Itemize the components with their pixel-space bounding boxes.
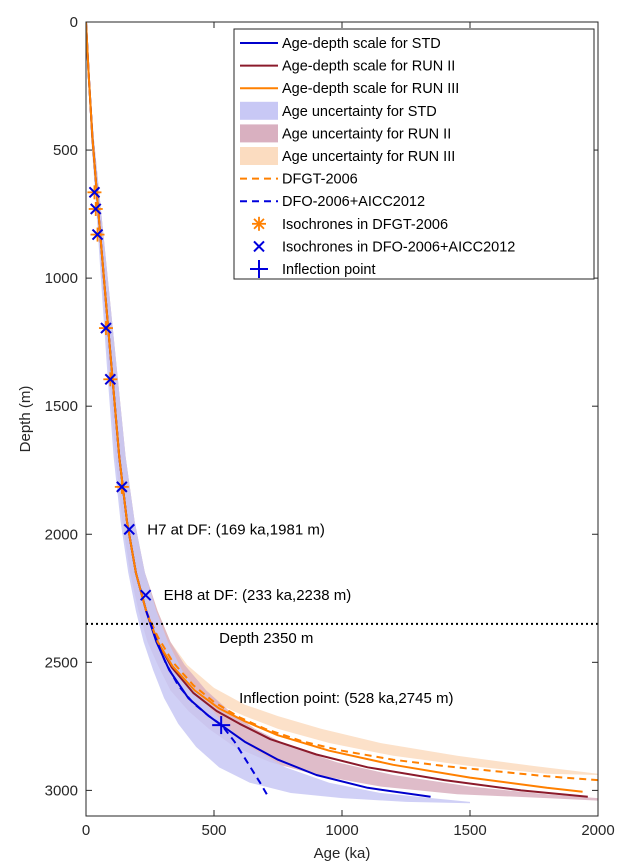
marker-x-0-stroke — [88, 186, 101, 199]
legend-entry-label-5: Age uncertainty for RUN III — [282, 149, 455, 165]
marker-x-4-stroke — [104, 373, 117, 386]
marker-x-2-stroke — [91, 228, 104, 241]
marker-x-4 — [104, 373, 117, 386]
legend-box — [233, 28, 595, 280]
legend-entry-label-9: Isochrones in DFO-2006+AICC2012 — [282, 239, 515, 255]
y-tick-label: 1500 — [45, 398, 78, 415]
y-tick-label: 1000 — [45, 270, 78, 287]
y-tick-label: 0 — [70, 14, 78, 31]
legend-entry-label-2: Age-depth scale for RUN III — [282, 81, 459, 97]
legend-key-band-4 — [240, 124, 278, 143]
marker-x-6 — [123, 523, 135, 536]
legend-key-stroke — [253, 240, 265, 253]
legend-entry-label-8: Isochrones in DFGT-2006 — [282, 217, 448, 233]
legend-entry-label-7: DFO-2006+AICC2012 — [282, 194, 425, 210]
legend-key-marker-8 — [252, 216, 266, 231]
y-tick-label: 500 — [53, 142, 78, 159]
legend-entry-label-4: Age uncertainty for RUN II — [282, 126, 451, 142]
legend-entry-label-0: Age-depth scale for STD — [282, 36, 441, 52]
marker-x-1-stroke — [90, 203, 102, 215]
marker-x-6-stroke — [123, 523, 135, 536]
x-tick-label: 0 — [82, 822, 90, 839]
marker-x-2 — [91, 228, 104, 241]
isochrone-markers — [87, 185, 231, 735]
series-line-6 — [145, 610, 598, 782]
annotation-1: EH8 at DF: (233 ka,2238 m) — [164, 587, 352, 604]
legend-key-stroke — [253, 218, 265, 230]
annotation-0: H7 at DF: (169 ka,1981 m) — [147, 521, 325, 538]
marker-x-3-stroke — [100, 322, 112, 334]
marker-x-5-stroke — [116, 481, 128, 493]
annotation-2: Inflection point: (528 ka,2745 m) — [239, 690, 453, 707]
legend: Age-depth scale for STD Age-depth scale f… — [233, 28, 595, 280]
marker-plus-0 — [212, 716, 231, 735]
marker-x-3 — [100, 322, 112, 334]
y-tick-label: 2000 — [45, 526, 78, 543]
legend-entry-label-6: DFGT-2006 — [282, 172, 358, 188]
series-lines — [86, 22, 598, 799]
marker-x-7 — [139, 589, 152, 601]
series-line-7 — [145, 610, 270, 799]
x-axis-label: Age (ka) — [314, 845, 371, 862]
x-tick-label: 1500 — [453, 822, 486, 839]
x-tick-label: 1000 — [325, 822, 358, 839]
annotations: H7 at DF: (169 ka,1981 m) EH8 at DF: (233… — [147, 521, 453, 707]
y-axis-label: Depth (m) — [17, 386, 34, 453]
marker-x-7-stroke — [139, 589, 152, 601]
y-tick-label: 2500 — [45, 654, 78, 671]
legend-key-band-5 — [240, 147, 278, 165]
legend-entry-label-10: Inflection point — [282, 262, 376, 278]
x-tick-label: 2000 — [581, 822, 614, 839]
legend-entry-label-1: Age-depth scale for RUN II — [282, 59, 455, 75]
series-line-2 — [86, 22, 583, 793]
marker-x-0 — [88, 186, 101, 199]
marker-x-5 — [116, 481, 128, 493]
y-tick-label: 3000 — [45, 782, 78, 799]
x-tick-label: 500 — [201, 822, 226, 839]
legend-entry-label-3: Age uncertainty for STD — [282, 104, 437, 120]
axis-ticks: 0 500 1000 1500 2000 0 500 1000 1500 2000 2500 3000 — [45, 14, 615, 839]
legend-key-marker-10 — [250, 260, 268, 278]
legend-key-band-3 — [240, 101, 278, 120]
legend-key-marker-9 — [253, 240, 265, 253]
marker-x-1 — [90, 203, 102, 215]
depth-reference-label: Depth 2350 m — [219, 630, 313, 647]
reference-line-layer: Depth 2350 m — [86, 622, 598, 647]
